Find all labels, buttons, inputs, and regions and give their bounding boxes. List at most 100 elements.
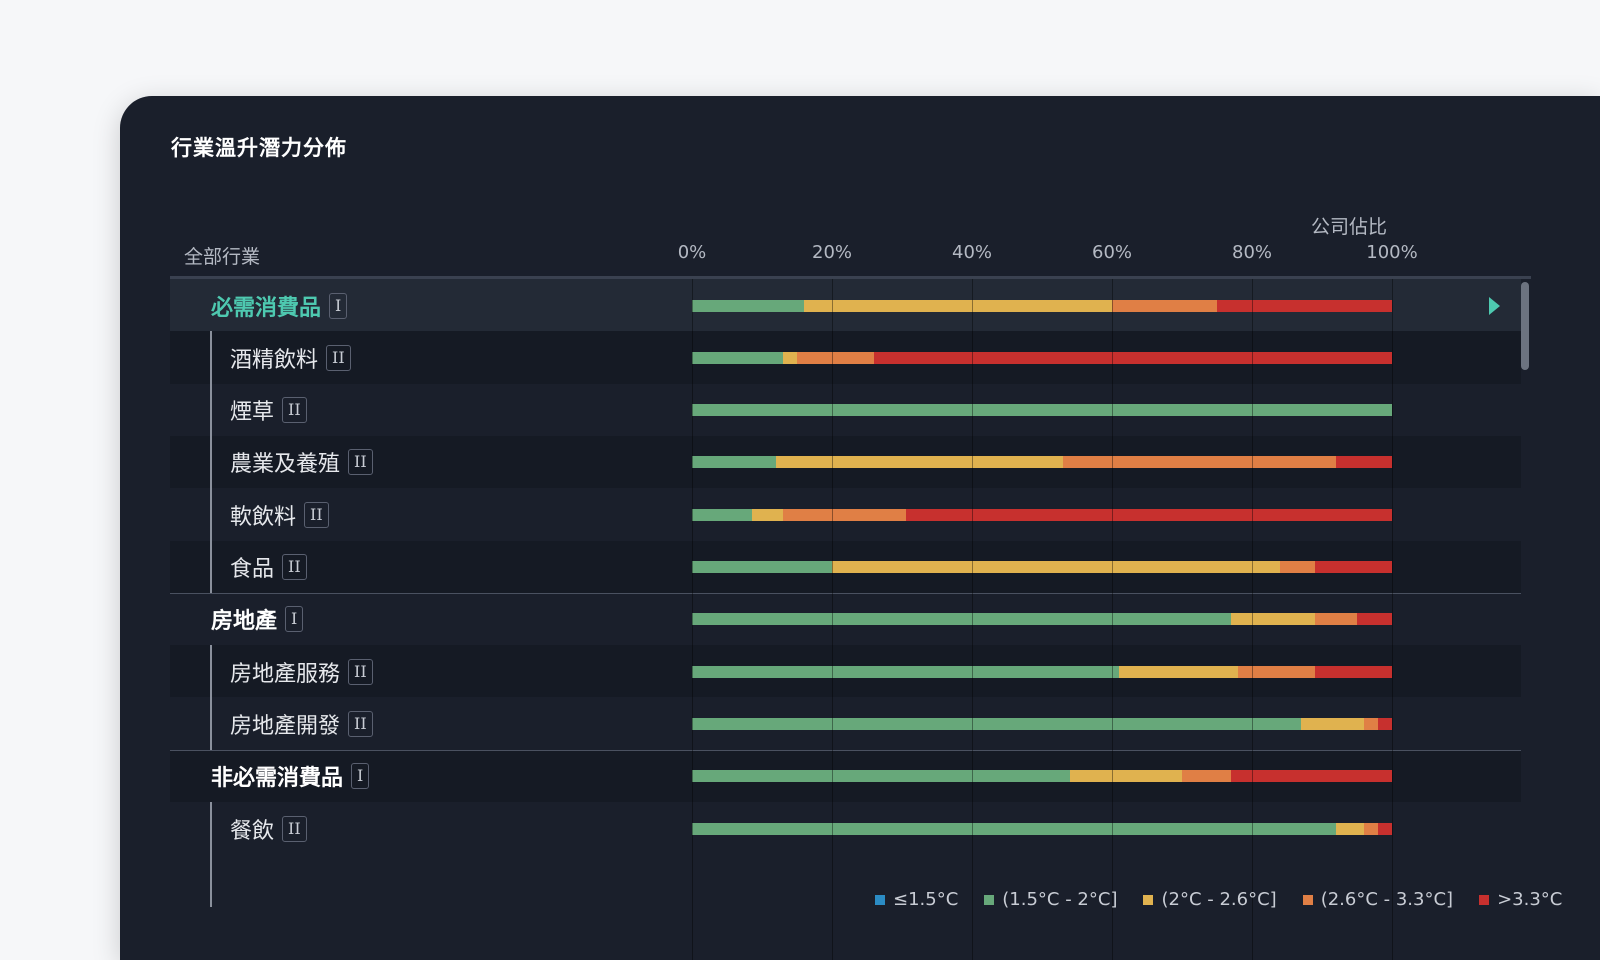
legend-label: (2°C - 2.6°C] [1161, 889, 1277, 910]
industry-row[interactable]: 房地產服務 II [170, 645, 1521, 699]
industry-row[interactable]: 酒精飲料 II [170, 331, 1521, 385]
stacked-bar[interactable] [692, 770, 1392, 783]
industry-name: 農業及養殖 II [230, 446, 373, 478]
stacked-bar[interactable] [692, 299, 1392, 312]
gridline [692, 279, 693, 960]
industry-rows: 必需消費品 I 酒精飲料 II 煙草 II 農業及養殖 II 軟飲料 II 食品 II 房地產 I 房地產服… [170, 279, 1521, 960]
level-badge: I [329, 292, 348, 319]
bar-segment-2-2-6[interactable] [783, 351, 797, 364]
bar-segment-2-2-6[interactable] [1301, 717, 1364, 730]
bar-segment-gt-3-3[interactable] [1217, 299, 1392, 312]
industry-label: 必需消費品 [211, 295, 322, 321]
stacked-bar[interactable] [692, 561, 1392, 573]
bar-segment-2-6-3-3[interactable] [1112, 299, 1217, 312]
industry-row[interactable]: 房地產開發 II [170, 697, 1521, 751]
bar-segment-1-5-2[interactable] [692, 351, 783, 364]
stacked-bar[interactable] [692, 613, 1392, 626]
group-divider [170, 592, 1521, 594]
bar-segment-1-5-2[interactable] [692, 770, 1070, 783]
bar-segment-2-2-6[interactable] [776, 456, 1063, 469]
industry-row[interactable]: 軟飲料 II [170, 488, 1521, 542]
industry-row[interactable]: 房地產 I [170, 592, 1521, 646]
stacked-bar[interactable] [692, 456, 1392, 469]
level-badge: II [282, 397, 307, 424]
stacked-bar[interactable] [692, 404, 1392, 417]
bar-segment-gt-3-3[interactable] [905, 508, 1392, 521]
legend-label: (1.5°C - 2°C] [1002, 889, 1118, 910]
bar-segment-gt-3-3[interactable] [1315, 561, 1392, 573]
industry-label: 酒精飲料 [230, 347, 319, 373]
bar-segment-gt-3-3[interactable] [1231, 770, 1392, 783]
bar-segment-2-2-6[interactable] [751, 508, 783, 521]
x-axis-label: 公司佔比 [1311, 216, 1388, 238]
industry-name: 軟飲料 II [230, 499, 329, 531]
industry-row[interactable]: 非必需消費品 I [170, 749, 1521, 803]
industry-row[interactable]: 農業及養殖 II [170, 435, 1521, 489]
bar-segment-gt-3-3[interactable] [1378, 717, 1392, 730]
bar-segment-2-6-3-3[interactable] [1063, 456, 1336, 469]
bar-segment-1-5-2[interactable] [692, 717, 1301, 730]
stacked-bar[interactable] [692, 351, 1392, 364]
stacked-bar[interactable] [692, 717, 1392, 730]
industry-row[interactable]: 煙草 II [170, 383, 1521, 437]
scrollbar[interactable] [1520, 281, 1530, 960]
industry-row[interactable]: 食品 II [170, 540, 1521, 594]
tree-connector [210, 802, 212, 907]
x-tick-label: 20% [811, 242, 853, 263]
legend-swatch [984, 894, 995, 905]
bar-segment-1-5-2[interactable] [692, 299, 804, 312]
bar-segment-2-6-3-3[interactable] [783, 508, 906, 521]
bar-segment-gt-3-3[interactable] [874, 351, 1392, 364]
legend-item[interactable]: (2.6°C - 3.3°C] [1302, 889, 1453, 910]
bar-segment-gt-3-3[interactable] [1357, 613, 1392, 626]
bar-segment-2-6-3-3[interactable] [1364, 717, 1378, 730]
bar-segment-1-5-2[interactable] [692, 404, 1392, 417]
level-badge: II [348, 449, 373, 476]
bar-segment-2-6-3-3[interactable] [1182, 770, 1231, 783]
bar-segment-2-6-3-3[interactable] [1280, 561, 1315, 573]
industry-label: 房地產 [211, 609, 278, 635]
bar-segment-1-5-2[interactable] [692, 508, 752, 521]
legend-item[interactable]: >3.3°C [1479, 889, 1562, 910]
header-divider [170, 276, 1531, 279]
industry-name: 食品 II [230, 551, 307, 583]
bar-segment-1-5-2[interactable] [692, 665, 1119, 678]
industry-label: 農業及養殖 [230, 452, 341, 478]
stacked-bar[interactable] [692, 665, 1392, 678]
bar-segment-2-2-6[interactable] [1336, 822, 1364, 835]
industry-name: 必需消費品 I [211, 290, 348, 322]
bar-segment-gt-3-3[interactable] [1336, 456, 1392, 469]
bar-segment-2-6-3-3[interactable] [1364, 822, 1378, 835]
bar-segment-2-2-6[interactable] [1231, 613, 1315, 626]
play-triangle-icon[interactable] [1489, 296, 1500, 315]
bar-segment-2-2-6[interactable] [1070, 770, 1182, 783]
industry-name: 房地產開發 II [230, 708, 373, 740]
legend-item[interactable]: (2°C - 2.6°C] [1143, 889, 1277, 910]
bar-segment-1-5-2[interactable] [692, 561, 832, 573]
industry-row[interactable]: 餐飲 II [170, 802, 1521, 855]
legend-item[interactable]: (1.5°C - 2°C] [984, 889, 1117, 910]
industry-row[interactable]: 必需消費品 I [170, 279, 1521, 332]
bar-segment-1-5-2[interactable] [692, 613, 1231, 626]
industry-label: 食品 [230, 557, 275, 582]
bar-segment-1-5-2[interactable] [692, 456, 776, 469]
industry-name: 酒精飲料 II [230, 342, 351, 374]
bar-segment-1-5-2[interactable] [692, 822, 1336, 835]
bar-segment-2-6-3-3[interactable] [1315, 613, 1357, 626]
bar-segment-2-2-6[interactable] [832, 561, 1280, 573]
legend-label: ≤1.5°C [893, 889, 959, 910]
bar-segment-gt-3-3[interactable] [1378, 822, 1392, 835]
bar-segment-2-2-6[interactable] [1119, 665, 1238, 678]
stacked-bar[interactable] [692, 822, 1392, 835]
industry-filter-header[interactable]: 全部行業 [184, 246, 261, 268]
tree-connector [210, 645, 212, 750]
stacked-bar[interactable] [692, 508, 1392, 521]
bar-segment-2-6-3-3[interactable] [1238, 665, 1315, 678]
level-badge: II [348, 658, 373, 685]
bar-segment-2-6-3-3[interactable] [797, 351, 874, 364]
industry-label: 非必需消費品 [211, 766, 344, 792]
scrollbar-thumb[interactable] [1521, 282, 1529, 370]
legend-item[interactable]: ≤1.5°C [875, 889, 958, 910]
bar-segment-2-2-6[interactable] [804, 299, 1112, 312]
bar-segment-gt-3-3[interactable] [1315, 665, 1392, 678]
